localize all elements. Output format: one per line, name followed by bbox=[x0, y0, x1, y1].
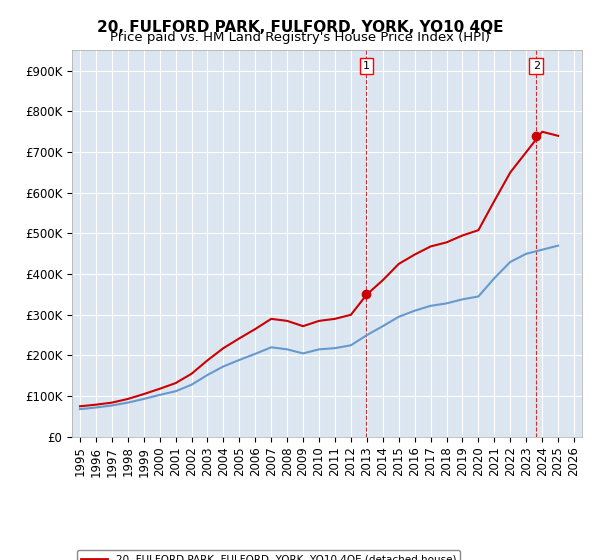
Text: 2: 2 bbox=[533, 61, 540, 71]
Text: Price paid vs. HM Land Registry's House Price Index (HPI): Price paid vs. HM Land Registry's House … bbox=[110, 31, 490, 44]
Text: 1: 1 bbox=[363, 61, 370, 71]
Text: 20, FULFORD PARK, FULFORD, YORK, YO10 4QE: 20, FULFORD PARK, FULFORD, YORK, YO10 4Q… bbox=[97, 20, 503, 35]
Legend: 20, FULFORD PARK, FULFORD, YORK, YO10 4QE (detached house), HPI: Average price, : 20, FULFORD PARK, FULFORD, YORK, YO10 4Q… bbox=[77, 550, 460, 560]
